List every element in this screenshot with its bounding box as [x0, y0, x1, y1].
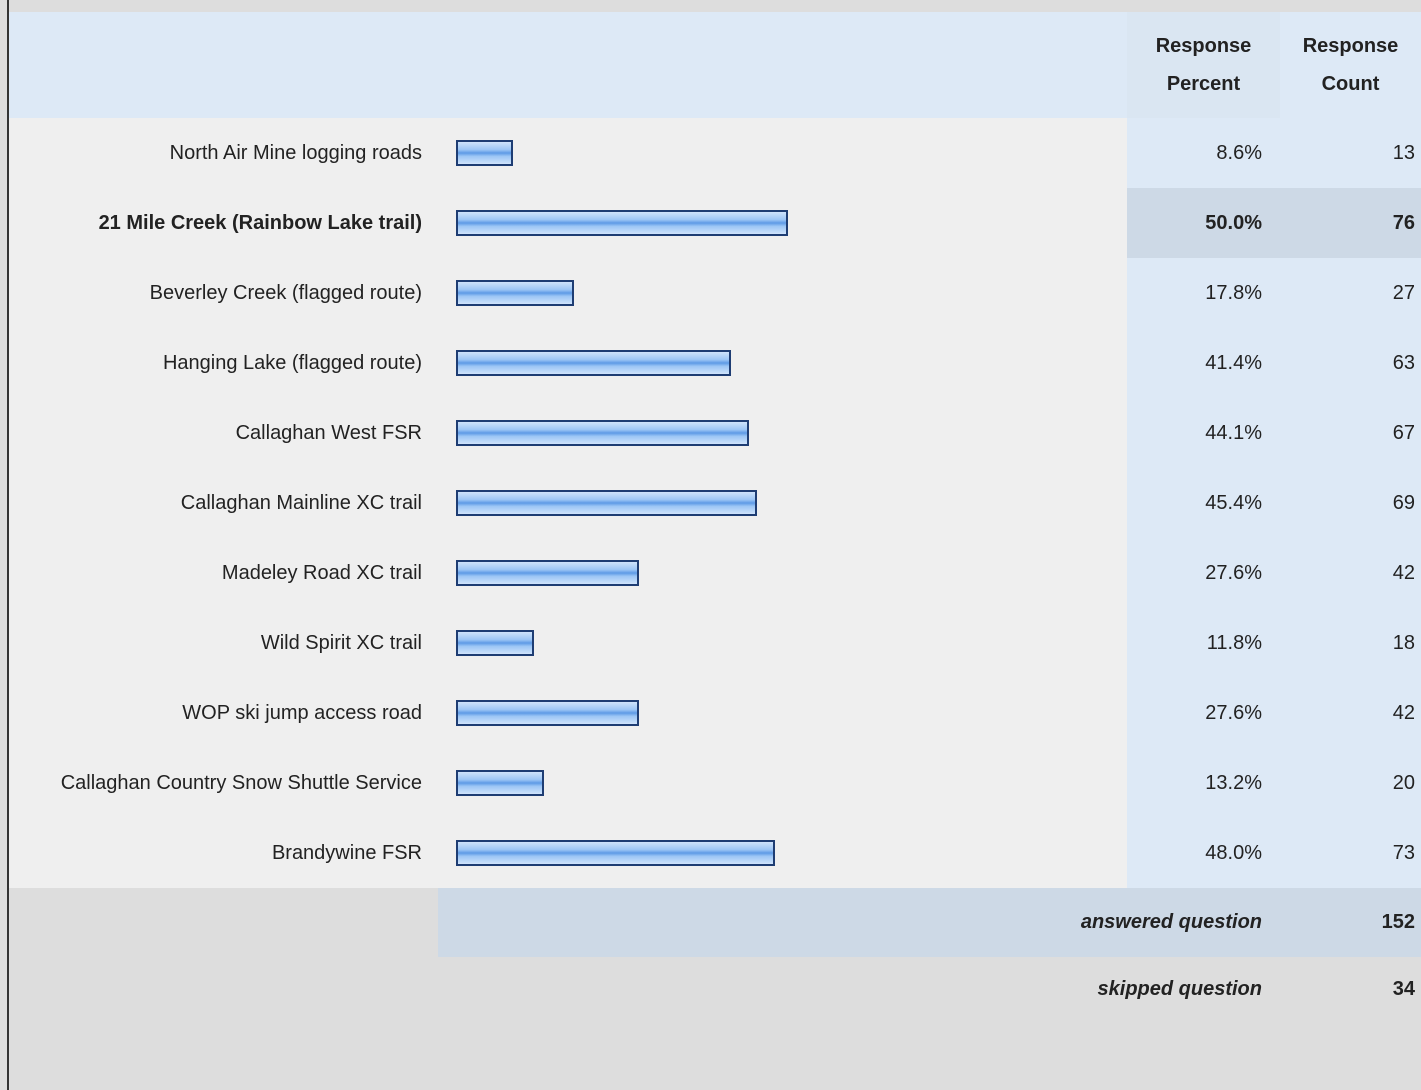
- response-percent: 44.1%: [1127, 398, 1280, 468]
- answer-row: 21 Mile Creek (Rainbow Lake trail) 50.0% 7…: [9, 188, 1421, 258]
- bar: [456, 630, 535, 656]
- answer-row: North Air Mine logging roads 8.6% 13: [9, 118, 1421, 188]
- answer-label-cell: Callaghan Mainline XC trail: [9, 468, 438, 538]
- response-percent: 27.6%: [1127, 538, 1280, 608]
- bar: [456, 350, 731, 376]
- skipped-row: skipped question 34: [9, 957, 1421, 1022]
- bar: [456, 210, 788, 236]
- answer-label: Wild Spirit XC trail: [260, 632, 422, 654]
- bar: [456, 280, 575, 306]
- answer-label: Brandywine FSR: [271, 842, 422, 864]
- answer-label: Madeley Road XC trail: [221, 562, 422, 584]
- response-count: 69: [1280, 468, 1421, 538]
- bar: [456, 560, 640, 586]
- answer-label-cell: Madeley Road XC trail: [9, 538, 438, 608]
- bar: [456, 420, 749, 446]
- response-percent: 8.6%: [1127, 118, 1280, 188]
- bar: [456, 490, 758, 516]
- answer-label-cell: Brandywine FSR: [9, 818, 438, 888]
- response-count: 20: [1280, 748, 1421, 818]
- response-percent: 17.8%: [1127, 258, 1280, 328]
- answer-label-cell: Beverley Creek (flagged route): [9, 258, 438, 328]
- response-percent: 45.4%: [1127, 468, 1280, 538]
- answer-label-cell: Hanging Lake (flagged route): [9, 328, 438, 398]
- answer-label: 21 Mile Creek (Rainbow Lake trail): [98, 212, 422, 234]
- header-text: Response Percent: [1155, 35, 1252, 95]
- answer-row: WOP ski jump access road 27.6% 42: [9, 678, 1421, 748]
- answered-label: answered question: [438, 888, 1280, 957]
- spacer: [9, 957, 438, 1022]
- answer-label: WOP ski jump access road: [182, 702, 422, 724]
- bar-cell: [438, 398, 1127, 468]
- answer-label: Callaghan Mainline XC trail: [180, 492, 422, 514]
- answer-label-cell: North Air Mine logging roads: [9, 118, 438, 188]
- answered-row: answered question 152: [9, 888, 1421, 957]
- answer-row: Madeley Road XC trail 27.6% 42: [9, 538, 1421, 608]
- results-table: Response Percent Response Count North Ai…: [9, 12, 1421, 1022]
- answer-row: Callaghan West FSR 44.1% 67: [9, 398, 1421, 468]
- response-count: 73: [1280, 818, 1421, 888]
- bar: [456, 140, 514, 166]
- header-count: Response Count: [1280, 12, 1421, 118]
- bar: [456, 700, 640, 726]
- answered-count: 152: [1280, 888, 1421, 957]
- bar-cell: [438, 678, 1127, 748]
- bar-cell: [438, 328, 1127, 398]
- answer-label-cell: Callaghan Country Snow Shuttle Service: [9, 748, 438, 818]
- answer-row: Callaghan Country Snow Shuttle Service 13…: [9, 748, 1421, 818]
- answer-label-cell: WOP ski jump access road: [9, 678, 438, 748]
- answer-label-cell: Callaghan West FSR: [9, 398, 438, 468]
- answer-label: Beverley Creek (flagged route): [149, 282, 422, 304]
- answer-row: Wild Spirit XC trail 11.8% 18: [9, 608, 1421, 678]
- bar-cell: [438, 608, 1127, 678]
- response-count: 18: [1280, 608, 1421, 678]
- header-spacer: [9, 12, 438, 118]
- skipped-count: 34: [1280, 957, 1421, 1022]
- answer-row: Brandywine FSR 48.0% 73: [9, 818, 1421, 888]
- response-percent: 41.4%: [1127, 328, 1280, 398]
- answer-row: Hanging Lake (flagged route) 41.4% 63: [9, 328, 1421, 398]
- bar-cell: [438, 188, 1127, 258]
- answer-label: North Air Mine logging roads: [169, 142, 422, 164]
- bar-cell: [438, 258, 1127, 328]
- response-count: 63: [1280, 328, 1421, 398]
- response-percent: 48.0%: [1127, 818, 1280, 888]
- skipped-label: skipped question: [438, 957, 1280, 1022]
- header-spacer: [438, 12, 1127, 118]
- bar-cell: [438, 818, 1127, 888]
- bar-cell: [438, 538, 1127, 608]
- response-count: 13: [1280, 118, 1421, 188]
- response-percent: 13.2%: [1127, 748, 1280, 818]
- bar-cell: [438, 748, 1127, 818]
- header-text: Response Count: [1302, 35, 1399, 95]
- left-border: [7, 0, 9, 1090]
- answer-label: Callaghan Country Snow Shuttle Service: [60, 772, 422, 794]
- answer-row: Beverley Creek (flagged route) 17.8% 27: [9, 258, 1421, 328]
- header-row: Response Percent Response Count: [9, 12, 1421, 118]
- bar: [456, 770, 544, 796]
- bar: [456, 840, 775, 866]
- response-count: 42: [1280, 538, 1421, 608]
- response-percent: 11.8%: [1127, 608, 1280, 678]
- response-percent: 27.6%: [1127, 678, 1280, 748]
- answer-label-cell: Wild Spirit XC trail: [9, 608, 438, 678]
- header-percent: Response Percent: [1127, 12, 1280, 118]
- answer-label-cell: 21 Mile Creek (Rainbow Lake trail): [9, 188, 438, 258]
- answer-row: Callaghan Mainline XC trail 45.4% 69: [9, 468, 1421, 538]
- response-count: 76: [1280, 188, 1421, 258]
- response-count: 27: [1280, 258, 1421, 328]
- bar-cell: [438, 118, 1127, 188]
- bar-cell: [438, 468, 1127, 538]
- spacer: [9, 888, 438, 957]
- response-count: 67: [1280, 398, 1421, 468]
- response-count: 42: [1280, 678, 1421, 748]
- answer-label: Hanging Lake (flagged route): [162, 352, 422, 374]
- response-percent: 50.0%: [1127, 188, 1280, 258]
- rows: North Air Mine logging roads 8.6% 13 21 Mil…: [9, 118, 1421, 888]
- answer-label: Callaghan West FSR: [235, 422, 422, 444]
